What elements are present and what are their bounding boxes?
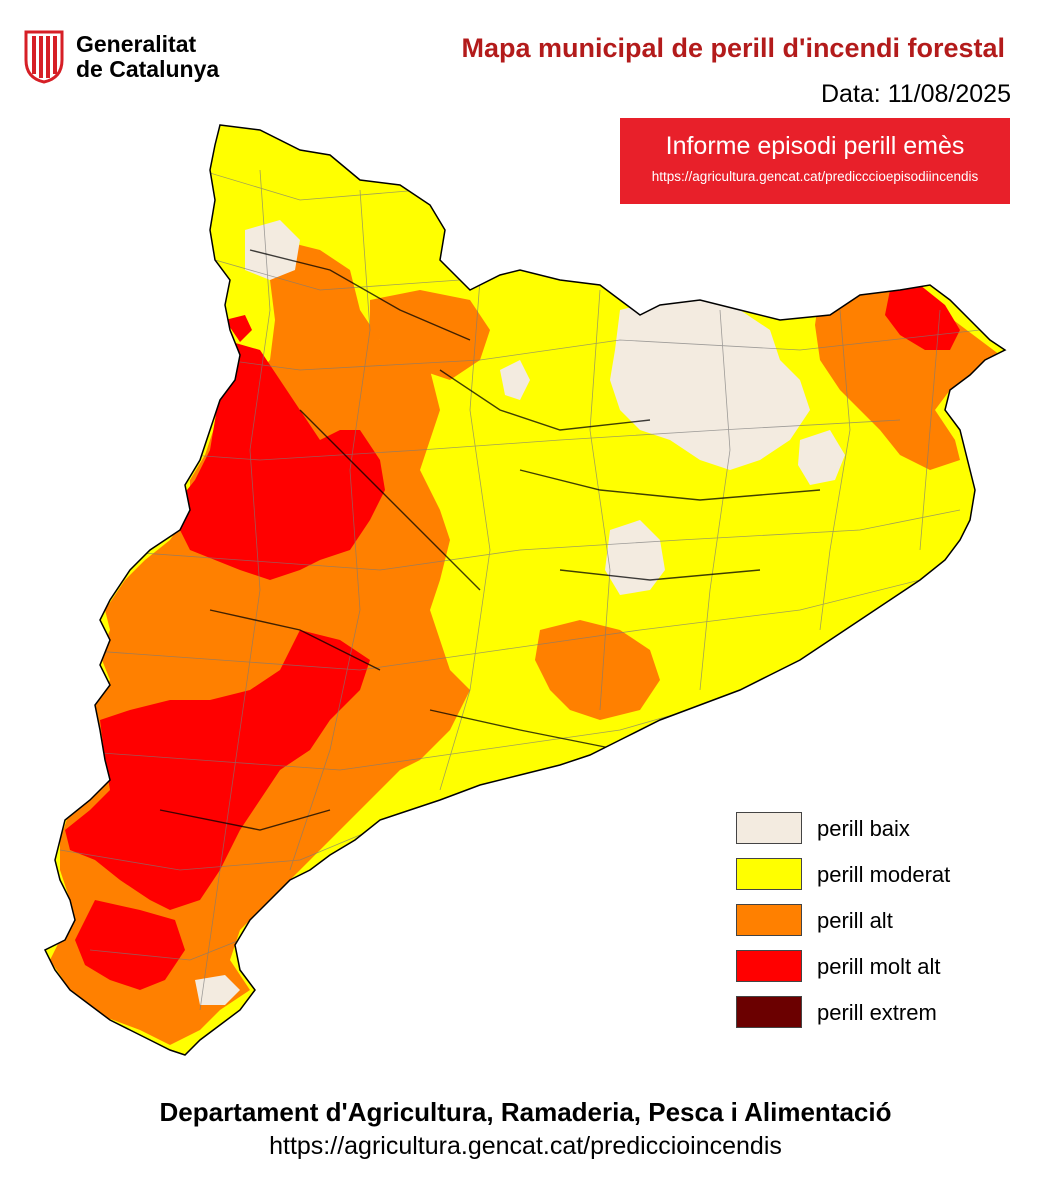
- legend-item-perill-alt: perill alt: [736, 902, 996, 948]
- legend-item-perill-moderat: perill moderat: [736, 856, 996, 902]
- legend-item-perill-molt-alt: perill molt alt: [736, 948, 996, 994]
- legend-swatch: [736, 996, 802, 1028]
- legend-swatch: [736, 812, 802, 844]
- legend: perill baix perill moderat perill alt pe…: [736, 810, 996, 1040]
- legend-label: perill moderat: [817, 862, 951, 887]
- legend-swatch: [736, 904, 802, 936]
- legend-label: perill alt: [817, 908, 893, 933]
- legend-item-perill-extrem: perill extrem: [736, 994, 996, 1040]
- legend-swatch: [736, 950, 802, 982]
- alert-link[interactable]: https://agricultura.gencat.cat/prediccci…: [651, 169, 979, 184]
- alert-banner[interactable]: Informe episodi perill emès https://agri…: [620, 118, 1010, 204]
- legend-label: perill extrem: [817, 1000, 937, 1025]
- legend-item-perill-baix: perill baix: [736, 810, 996, 856]
- legend-label: perill baix: [817, 816, 910, 841]
- legend-label: perill molt alt: [817, 954, 941, 979]
- legend-swatch: [736, 858, 802, 890]
- catalonia-fire-risk-map: [43, 124, 1007, 1056]
- logo-line1: Generalitat: [76, 31, 197, 57]
- date-label: Data:: [821, 80, 881, 108]
- footer-department: Departament d'Agricultura, Ramaderia, Pe…: [159, 1097, 892, 1127]
- footer: Departament d'Agricultura, Ramaderia, Pe…: [0, 1097, 1051, 1161]
- generalitat-logo: Generalitat de Catalunya: [22, 30, 242, 88]
- date-line: Data: 11/08/2025: [821, 80, 1011, 109]
- page-title: Mapa municipal de perill d'incendi fores…: [461, 33, 1005, 63]
- logo-text: Generalitat de Catalunya: [76, 32, 219, 82]
- logo-line2: de Catalunya: [76, 56, 220, 82]
- senyera-emblem-icon: [24, 30, 64, 84]
- alert-title: Informe episodi perill emès: [665, 132, 965, 160]
- footer-url[interactable]: https://agricultura.gencat.cat/prediccio…: [269, 1132, 782, 1160]
- date-value: 11/08/2025: [887, 80, 1011, 108]
